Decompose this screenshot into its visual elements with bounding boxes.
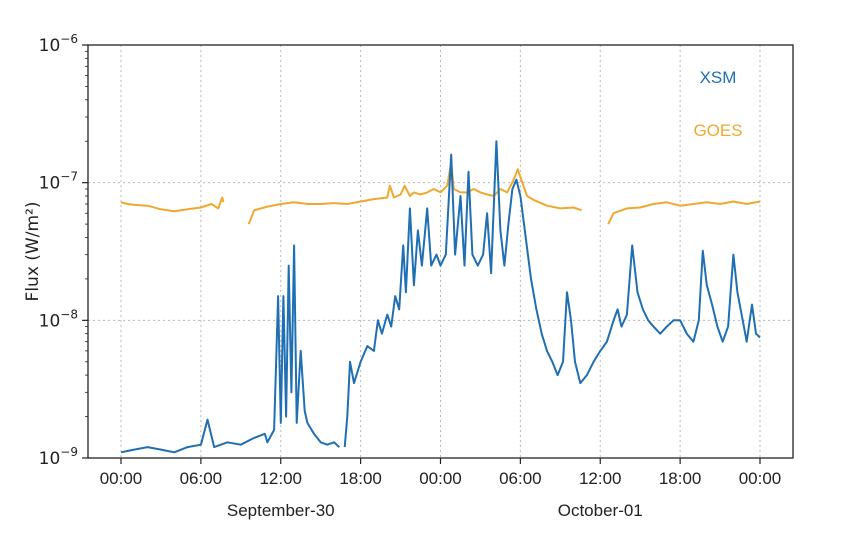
- y-tick-label: 10−8: [39, 307, 78, 331]
- x-tick-label: 00:00: [100, 469, 143, 488]
- x-tick-label: 06:00: [180, 469, 223, 488]
- x-tick-label: 00:00: [739, 469, 782, 488]
- series-line-xsm: [120, 244, 340, 454]
- series-line-goes: [247, 161, 582, 225]
- legend: XSM GOES: [693, 68, 742, 140]
- x-tick-label: 06:00: [499, 469, 542, 488]
- legend-entry-xsm: XSM: [700, 68, 737, 87]
- series-line-goes: [120, 196, 225, 213]
- series-line-goes: [607, 200, 761, 225]
- date-label: September-30: [227, 501, 335, 520]
- y-tick-label: 10−7: [39, 170, 78, 194]
- x-tick-label: 12:00: [579, 469, 622, 488]
- x-tick-label: 12:00: [259, 469, 302, 488]
- tick-layer: 00:00 06:00 12:00 18:00 00:00 06:00 12:00 18:00…: [39, 32, 782, 520]
- y-tick-base: 10: [39, 174, 61, 194]
- series-layer: [120, 140, 761, 454]
- y-tick-exponent: −7: [60, 170, 78, 184]
- y-tick-exponent: −6: [60, 32, 78, 46]
- y-tick-label: 10−9: [39, 445, 78, 469]
- date-label: October-01: [558, 501, 643, 520]
- y-axis-label: Flux (W/m²): [23, 202, 43, 302]
- y-tick-exponent: −9: [60, 445, 78, 459]
- y-tick-base: 10: [39, 36, 61, 56]
- legend-entry-goes: GOES: [693, 121, 742, 140]
- x-tick-label: 18:00: [339, 469, 382, 488]
- y-tick-base: 10: [39, 449, 61, 469]
- x-tick-label: 18:00: [659, 469, 702, 488]
- grid-layer: [88, 45, 793, 458]
- y-tick-label: 10−6: [39, 32, 78, 56]
- y-tick-exponent: −8: [60, 307, 78, 321]
- y-tick-base: 10: [39, 311, 61, 331]
- series-line-xsm: [343, 140, 761, 448]
- x-tick-label: 00:00: [419, 469, 462, 488]
